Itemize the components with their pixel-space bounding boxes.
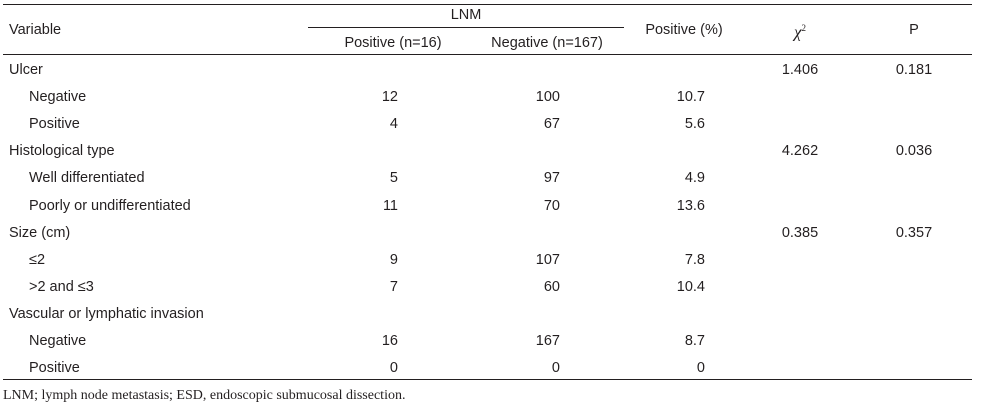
cell-positive: 7 <box>389 279 398 295</box>
header-positive-n: Positive (n=16) <box>344 35 442 51</box>
row-sublabel: ≤2 <box>29 252 46 268</box>
row-sublabel: Poorly or undifferentiated <box>29 198 191 214</box>
row-group-label: Vascular or lymphatic invasion <box>9 306 204 322</box>
cell-positive: 16 <box>381 333 398 349</box>
cell-negative: 0 <box>551 360 560 376</box>
row-sublabel: Positive <box>29 116 80 132</box>
cell-positive-pct: 8.7 <box>684 333 705 349</box>
cell-positive-pct: 4.9 <box>684 170 705 186</box>
cell-negative: 70 <box>543 198 560 214</box>
header-chi-square: χ2 <box>760 19 840 42</box>
cell-negative: 60 <box>543 279 560 295</box>
chi-symbol: χ <box>794 22 802 42</box>
cell-positive-pct: 10.4 <box>676 279 705 295</box>
header-negative-n: Negative (n=167) <box>491 35 603 51</box>
cell-positive-pct: 10.7 <box>676 89 705 105</box>
cell-negative: 67 <box>543 116 560 132</box>
cell-positive-pct: 13.6 <box>676 198 705 214</box>
row-sublabel: Negative <box>29 333 87 349</box>
row-group-label: Histological type <box>9 143 115 159</box>
chi-exponent: 2 <box>801 23 806 33</box>
cell-positive: 0 <box>389 360 398 376</box>
cell-positive: 5 <box>389 170 398 186</box>
row-sublabel: >2 and ≤3 <box>29 279 94 295</box>
cell-chi-square: 1.406 <box>781 62 819 78</box>
header-bottom-rule <box>3 54 972 55</box>
row-sublabel: Well differentiated <box>29 170 145 186</box>
header-variable: Variable <box>9 22 62 38</box>
table-bottom-rule <box>3 379 972 380</box>
row-sublabel: Negative <box>29 89 87 105</box>
cell-positive: 12 <box>381 89 398 105</box>
cell-positive-pct: 0 <box>696 360 705 376</box>
cell-positive-pct: 7.8 <box>684 252 705 268</box>
cell-negative: 167 <box>535 333 560 349</box>
cell-positive: 4 <box>389 116 398 132</box>
lnm-spanner-rule <box>308 27 624 28</box>
cell-chi-square: 4.262 <box>781 143 819 159</box>
row-group-label: Size (cm) <box>9 225 71 241</box>
row-group-label: Ulcer <box>9 62 43 78</box>
cell-p: 0.357 <box>895 225 933 241</box>
header-positive-pct: Positive (%) <box>645 22 723 38</box>
table-top-rule <box>3 4 972 5</box>
cell-positive: 11 <box>382 198 398 214</box>
row-sublabel: Positive <box>29 360 80 376</box>
cell-positive: 9 <box>389 252 398 268</box>
cell-negative: 97 <box>543 170 560 186</box>
cell-negative: 100 <box>535 89 560 105</box>
cell-negative: 107 <box>535 252 560 268</box>
cell-p: 0.036 <box>895 143 933 159</box>
header-lnm: LNM <box>450 7 482 23</box>
table-footnote: LNM; lymph node metastasis; ESD, endosco… <box>3 388 406 403</box>
header-p: P <box>909 22 919 38</box>
cell-chi-square: 0.385 <box>781 225 819 241</box>
cell-p: 0.181 <box>895 62 933 78</box>
cell-positive-pct: 5.6 <box>684 116 705 132</box>
